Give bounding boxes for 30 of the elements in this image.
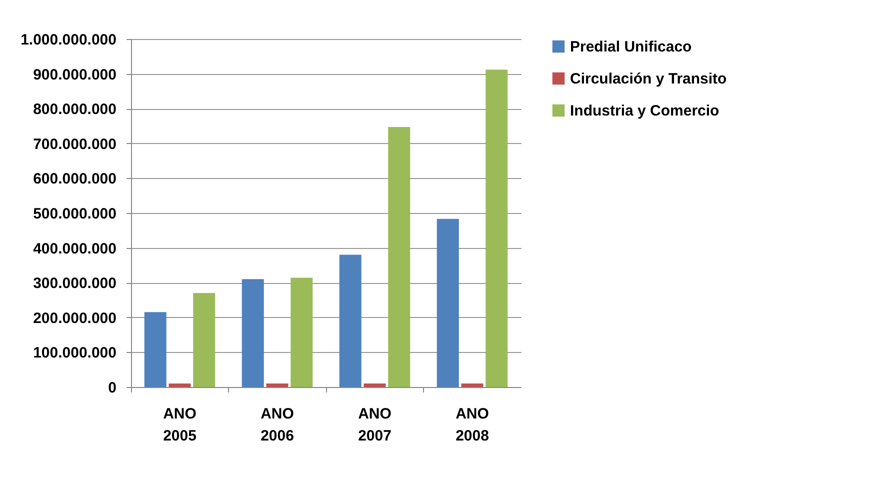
bar bbox=[436, 218, 459, 387]
bar bbox=[461, 384, 484, 387]
bar bbox=[388, 127, 410, 387]
x-tick-label: ANO 2006 bbox=[260, 406, 294, 444]
bar bbox=[290, 278, 313, 387]
bar bbox=[193, 293, 216, 387]
y-tick-label: 500.000.000 bbox=[33, 206, 116, 222]
y-tick-label: 800.000.000 bbox=[33, 101, 116, 118]
x-tick-label: ANO 2007 bbox=[358, 406, 392, 444]
y-tick-label: 0 bbox=[108, 380, 116, 396]
bar bbox=[242, 279, 264, 387]
legend-label: Predial Unificaco bbox=[570, 38, 692, 56]
legend-label: Circulación y Transito bbox=[570, 70, 727, 88]
y-tick-label: 600.000.000 bbox=[33, 170, 116, 188]
y-tick-label: 200.000.000 bbox=[33, 310, 116, 327]
bar bbox=[144, 312, 166, 387]
x-tick-label: ANO 2005 bbox=[163, 406, 197, 444]
bar bbox=[486, 70, 508, 387]
bar bbox=[364, 384, 386, 387]
y-tick-label: 400.000.000 bbox=[33, 240, 116, 258]
y-tick-label: 100.000.000 bbox=[33, 344, 116, 362]
y-tick-label: 1.000.000.000 bbox=[20, 32, 116, 48]
y-tick-label: 700.000.000 bbox=[33, 136, 116, 153]
y-tick-label: 900.000.000 bbox=[33, 66, 116, 84]
bar bbox=[339, 254, 362, 387]
y-tick-label: 300.000.000 bbox=[33, 275, 116, 292]
bar bbox=[266, 384, 288, 387]
legend-label: Industria y Comercio bbox=[570, 102, 720, 120]
bar bbox=[168, 384, 191, 387]
x-tick-label: ANO 2008 bbox=[456, 406, 490, 444]
